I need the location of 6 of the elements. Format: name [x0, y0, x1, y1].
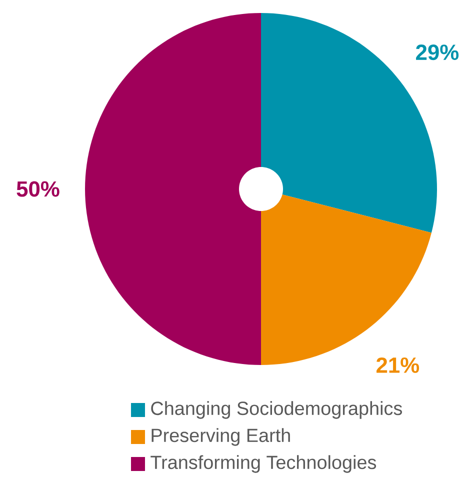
- data-label: 29%: [416, 44, 459, 60]
- legend-label: Preserving Earth: [152, 428, 290, 446]
- data-label: 21%: [376, 357, 420, 373]
- data-label: 50%: [16, 181, 60, 197]
- legend-label: Changing Sociodemographics: [151, 401, 402, 419]
- legend-label: Transforming Technologies: [150, 455, 376, 473]
